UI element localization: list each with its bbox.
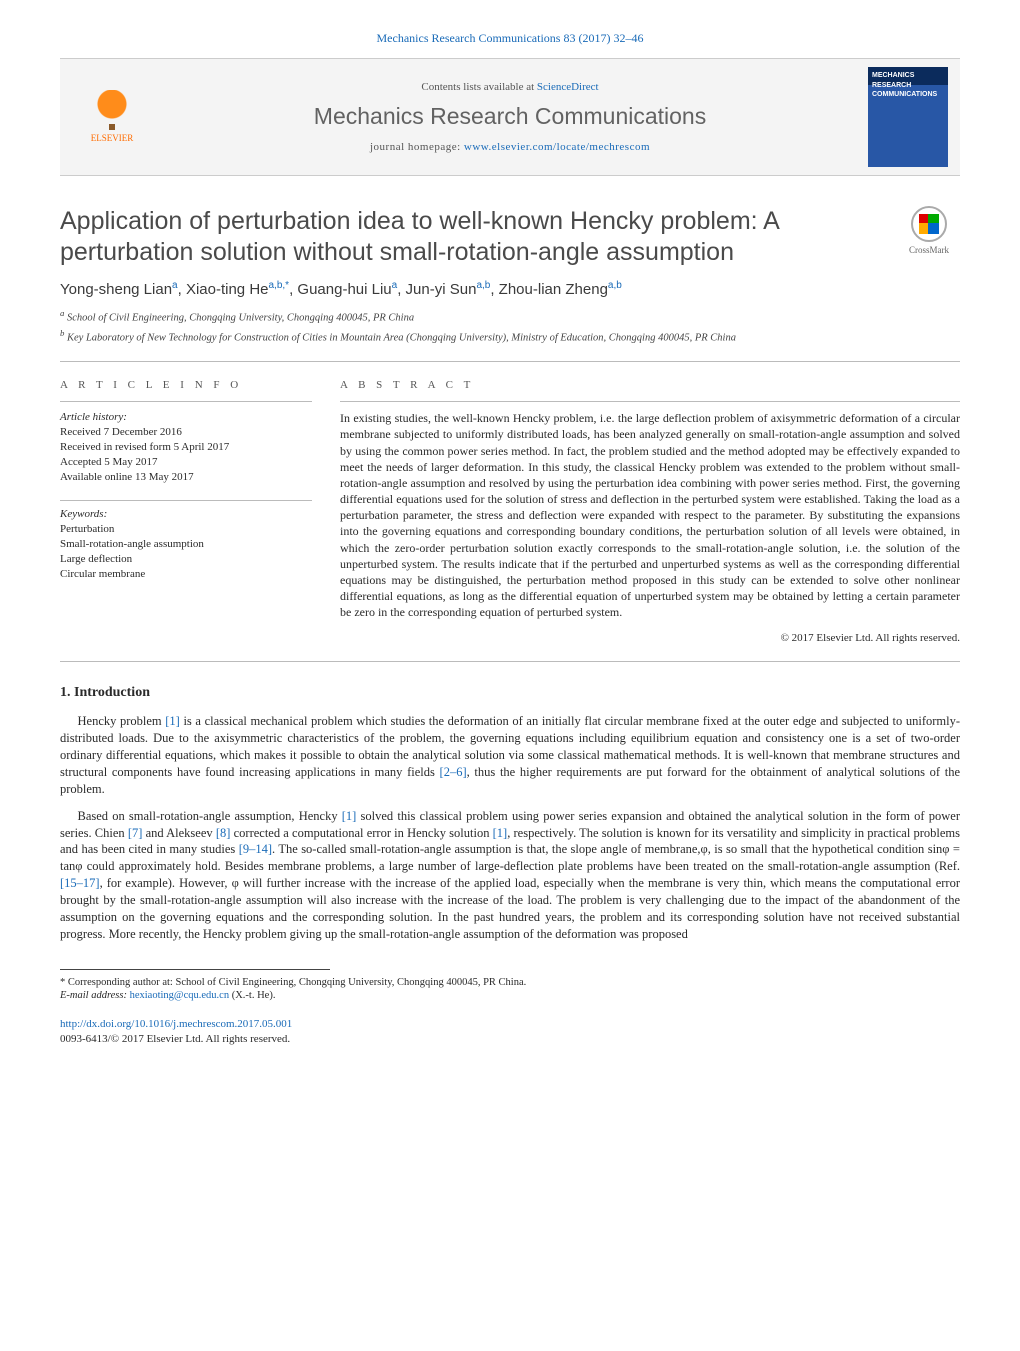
elsevier-logo: ELSEVIER [72, 77, 152, 157]
corresponding-text: Corresponding author at: School of Civil… [68, 977, 526, 988]
history-label: Article history: [60, 410, 312, 425]
keyword-2: Small-rotation-angle assumption [60, 537, 312, 552]
ref-link[interactable]: [7] [128, 826, 143, 840]
publisher-name: ELSEVIER [91, 132, 134, 144]
article-info-label: A R T I C L E I N F O [60, 378, 312, 393]
citation-link[interactable]: Mechanics Research Communications 83 (20… [377, 31, 644, 45]
keyword-1: Perturbation [60, 522, 312, 537]
elsevier-tree-icon [92, 90, 132, 130]
article-body: 1. Introduction Hencky problem [1] is a … [60, 684, 960, 942]
journal-title: Mechanics Research Communications [166, 101, 854, 132]
affil-b-text: Key Laboratory of New Technology for Con… [67, 332, 736, 343]
title-row: Application of perturbation idea to well… [60, 206, 960, 269]
abstract-text: In existing studies, the well-known Henc… [340, 410, 960, 620]
crossmark-icon [911, 206, 947, 242]
keyword-4: Circular membrane [60, 567, 312, 582]
ref-link[interactable]: [15–17] [60, 876, 100, 890]
journal-citation-header: Mechanics Research Communications 83 (20… [60, 30, 960, 46]
article-info-col: A R T I C L E I N F O Article history: R… [60, 378, 312, 645]
affiliation-a: a School of Civil Engineering, Chongqing… [60, 308, 960, 326]
copyright-line: © 2017 Elsevier Ltd. All rights reserved… [340, 631, 960, 646]
affiliation-b: b Key Laboratory of New Technology for C… [60, 328, 960, 346]
abs-sep [340, 401, 960, 402]
ref-link[interactable]: [9–14] [239, 842, 272, 856]
keywords-block: Keywords: Perturbation Small-rotation-an… [60, 507, 312, 581]
doi-link[interactable]: http://dx.doi.org/10.1016/j.mechrescom.2… [60, 1018, 292, 1030]
journal-banner: ELSEVIER Contents lists available at Sci… [60, 58, 960, 176]
homepage-link[interactable]: www.elsevier.com/locate/mechrescom [464, 141, 650, 153]
history-received: Received 7 December 2016 [60, 425, 312, 440]
sciencedirect-link[interactable]: ScienceDirect [537, 81, 599, 93]
intro-para-2: Based on small-rotation-angle assumption… [60, 808, 960, 943]
keywords-sep [60, 500, 312, 501]
separator-2 [60, 661, 960, 662]
email-label: E-mail address: [60, 990, 127, 1001]
separator-1 [60, 361, 960, 362]
ref-link[interactable]: [1] [165, 714, 180, 728]
abstract-col: A B S T R A C T In existing studies, the… [340, 378, 960, 645]
history-online: Available online 13 May 2017 [60, 470, 312, 485]
ref-link[interactable]: [1] [342, 809, 357, 823]
journal-homepage: journal homepage: www.elsevier.com/locat… [166, 140, 854, 155]
intro-para-1: Hencky problem [1] is a classical mechan… [60, 713, 960, 797]
cover-title: MECHANICS RESEARCH COMMUNICATIONS [872, 71, 944, 99]
footnote-block: * Corresponding author at: School of Civ… [60, 976, 960, 1003]
history-revised: Received in revised form 5 April 2017 [60, 440, 312, 455]
contents-text: Contents lists available at [421, 81, 536, 93]
affil-a-text: School of Civil Engineering, Chongqing U… [67, 312, 414, 323]
abstract-label: A B S T R A C T [340, 378, 960, 393]
banner-center: Contents lists available at ScienceDirec… [166, 80, 854, 155]
email-for: (X.-t. He). [232, 990, 276, 1001]
footnote-separator [60, 969, 330, 970]
corresponding-email: E-mail address: hexiaoting@cqu.edu.cn (X… [60, 989, 960, 1003]
crossmark-badge[interactable]: CrossMark [898, 206, 960, 269]
ref-link[interactable]: [2–6] [440, 765, 467, 779]
keywords-label: Keywords: [60, 507, 312, 522]
info-sep [60, 401, 312, 402]
journal-cover-thumb: MECHANICS RESEARCH COMMUNICATIONS [868, 67, 948, 167]
authors-line: Yong-sheng Liana, Xiao-ting Hea,b,*, Gua… [60, 279, 960, 300]
homepage-label: journal homepage: [370, 141, 464, 153]
meta-abstract-row: A R T I C L E I N F O Article history: R… [60, 378, 960, 645]
email-link[interactable]: hexiaoting@cqu.edu.cn [130, 990, 229, 1001]
history-accepted: Accepted 5 May 2017 [60, 455, 312, 470]
section-heading-1: 1. Introduction [60, 684, 960, 703]
article-title: Application of perturbation idea to well… [60, 206, 886, 269]
keyword-3: Large deflection [60, 552, 312, 567]
ref-link[interactable]: [8] [216, 826, 231, 840]
footer-rights: 0093-6413/© 2017 Elsevier Ltd. All right… [60, 1033, 290, 1045]
page-footer: http://dx.doi.org/10.1016/j.mechrescom.2… [60, 1017, 960, 1047]
ref-link[interactable]: [1] [493, 826, 508, 840]
crossmark-label: CrossMark [909, 244, 949, 256]
contents-available: Contents lists available at ScienceDirec… [166, 80, 854, 95]
article-history: Article history: Received 7 December 201… [60, 410, 312, 484]
corresponding-author-note: * Corresponding author at: School of Civ… [60, 976, 960, 990]
